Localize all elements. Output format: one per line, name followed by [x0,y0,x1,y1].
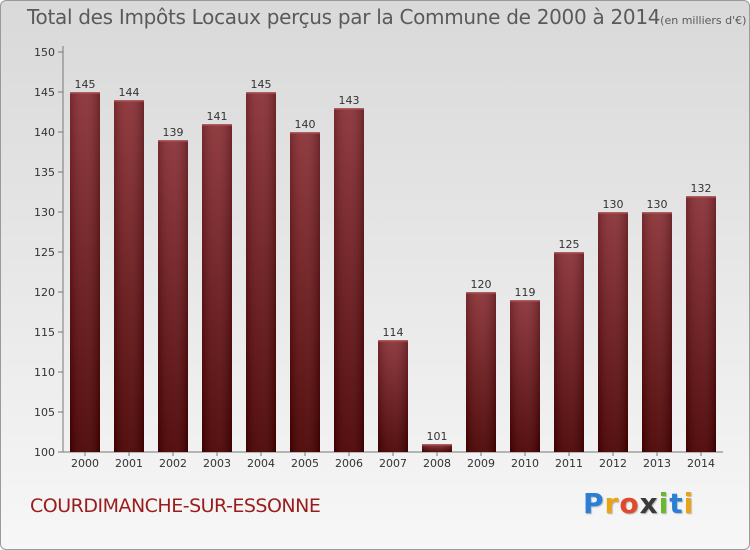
proxiti-logo: Proxiti [583,487,694,520]
bar-top-highlight [554,252,584,254]
bar-shade-2010 [510,300,540,452]
y-tick-label: 105 [34,406,55,419]
x-tick-label: 2009 [467,457,495,470]
logo-letter: o [619,487,640,520]
data-label: 101 [427,430,448,443]
bar-shade-2012 [598,212,628,452]
bar-shade-2008 [422,444,452,452]
bar-top-highlight [510,300,540,302]
data-label: 141 [207,110,228,123]
bar-shade-2000 [70,92,100,452]
bar-shade-2004 [246,92,276,452]
bar-top-highlight [378,340,408,342]
x-tick-label: 2002 [159,457,187,470]
bar-shade-2002 [158,140,188,452]
title-unit: (en milliers d'€) [660,14,747,27]
y-tick-label: 135 [34,166,55,179]
y-tick-label: 125 [34,246,55,259]
y-tick-label: 145 [34,86,55,99]
bar-shade-2014 [686,196,716,452]
bar-top-highlight [642,212,672,214]
x-tick-label: 2011 [555,457,583,470]
logo-letter: x [639,487,659,520]
bar-top-highlight [202,124,232,126]
bar-top-highlight [422,444,452,446]
bar-shade-2001 [114,100,144,452]
x-tick-label: 2003 [203,457,231,470]
bar-shade-2005 [290,132,320,452]
y-tick-label: 140 [34,126,55,139]
bar-top-highlight [466,292,496,294]
x-tick-label: 2008 [423,457,451,470]
x-tick-label: 2007 [379,457,407,470]
x-tick-label: 2006 [335,457,363,470]
bar-shade-2009 [466,292,496,452]
logo-letter: t [669,487,684,520]
data-label: 125 [559,238,580,251]
data-label: 120 [471,278,492,291]
data-label: 145 [75,78,96,91]
bar-top-highlight [158,140,188,142]
data-label: 132 [691,182,712,195]
x-tick-label: 2012 [599,457,627,470]
bar-shade-2013 [642,212,672,452]
y-tick-label: 150 [34,46,55,59]
y-tick-label: 110 [34,366,55,379]
x-tick-label: 2000 [71,457,99,470]
bar-top-highlight [114,100,144,102]
bar-shade-2011 [554,252,584,452]
bar-top-highlight [598,212,628,214]
bar-shade-2006 [334,108,364,452]
bar-shade-2007 [378,340,408,452]
logo-letter: i [683,487,695,520]
bar-top-highlight [246,92,276,94]
logo-letter: P [583,487,605,520]
bar-top-highlight [686,196,716,198]
data-label: 145 [251,78,272,91]
commune-name: COURDIMANCHE-SUR-ESSONNE [30,495,321,517]
x-tick-label: 2014 [687,457,715,470]
y-tick-label: 115 [34,326,55,339]
bar-top-highlight [290,132,320,134]
x-tick-label: 2001 [115,457,143,470]
y-tick-label: 130 [34,206,55,219]
data-label: 143 [339,94,360,107]
x-tick-label: 2013 [643,457,671,470]
data-label: 130 [647,198,668,211]
chart-title: Total des Impôts Locaux perçus par la Co… [27,5,746,29]
x-tick-label: 2010 [511,457,539,470]
bar-shade-2003 [202,124,232,452]
title-main: Total des Impôts Locaux perçus par la Co… [27,5,661,29]
logo-letter: i [658,487,670,520]
data-label: 119 [515,286,536,299]
x-tick-label: 2005 [291,457,319,470]
y-tick-label: 120 [34,286,55,299]
data-label: 130 [603,198,624,211]
bar-top-highlight [334,108,364,110]
y-tick-label: 100 [34,446,55,459]
data-label: 139 [163,126,184,139]
data-label: 144 [119,86,140,99]
bar-top-highlight [70,92,100,94]
data-label: 140 [295,118,316,131]
data-label: 114 [383,326,404,339]
logo-letter: r [604,487,620,520]
x-tick-label: 2004 [247,457,275,470]
